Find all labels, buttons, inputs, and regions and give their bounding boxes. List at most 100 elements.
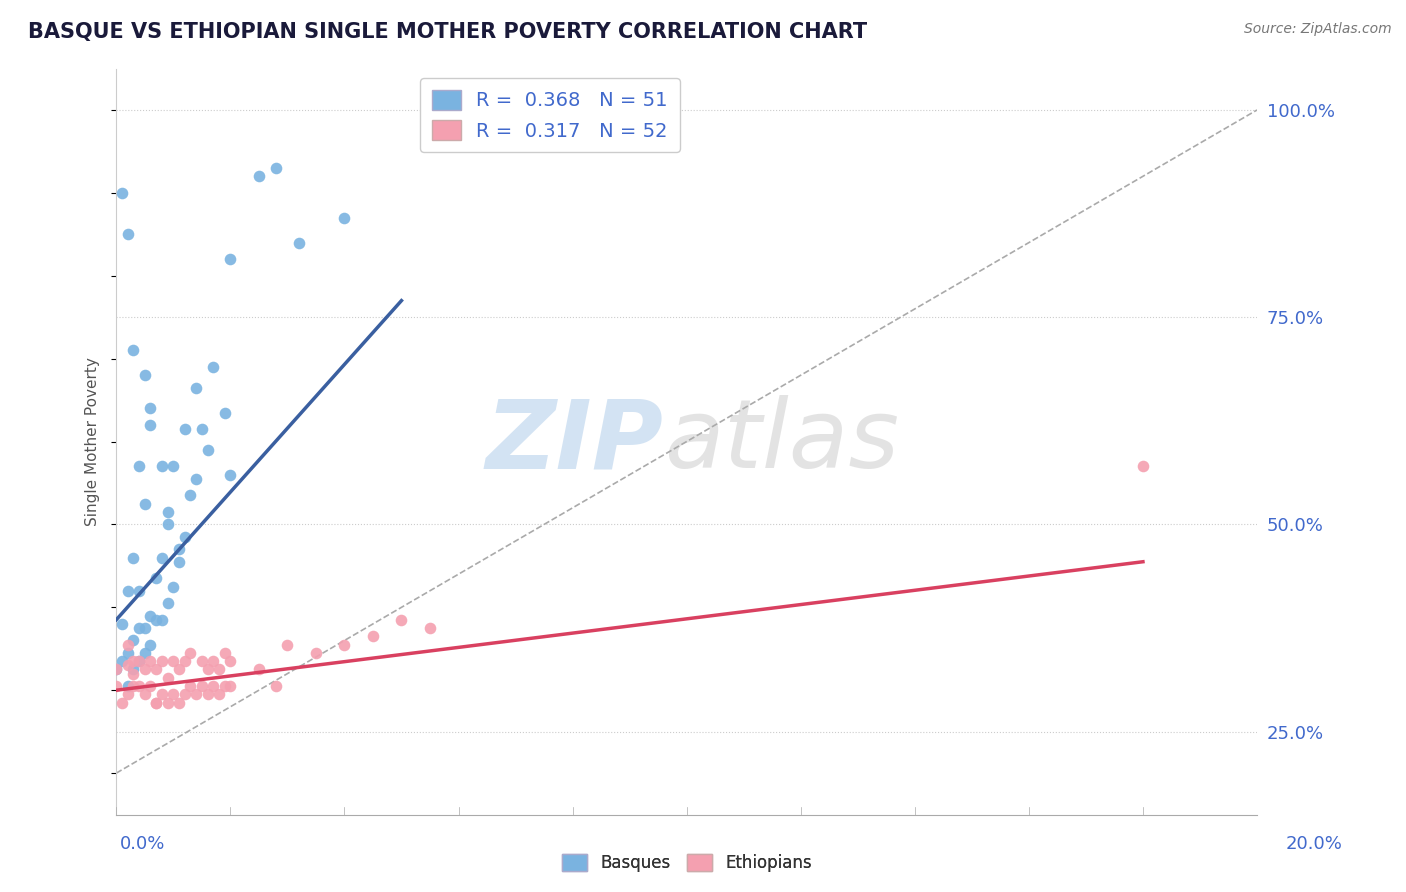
Point	[156, 696, 179, 710]
Point	[156, 596, 179, 610]
Point	[202, 359, 225, 374]
Point	[117, 638, 139, 652]
Point	[117, 646, 139, 660]
Point	[139, 417, 162, 432]
Point	[156, 505, 179, 519]
Point	[156, 671, 179, 685]
Legend: Basques, Ethiopians: Basques, Ethiopians	[553, 846, 820, 880]
Point	[173, 654, 195, 668]
Text: ZIP: ZIP	[486, 395, 664, 488]
Point	[247, 663, 270, 677]
Point	[162, 580, 184, 594]
Y-axis label: Single Mother Poverty: Single Mother Poverty	[86, 357, 100, 526]
Point	[214, 679, 236, 693]
Point	[105, 663, 128, 677]
Point	[117, 583, 139, 598]
Point	[150, 459, 173, 474]
Point	[162, 687, 184, 701]
Point	[305, 646, 328, 660]
Point	[128, 583, 150, 598]
Point	[128, 654, 150, 668]
Point	[117, 658, 139, 673]
Point	[122, 679, 145, 693]
Point	[134, 621, 156, 635]
Point	[333, 638, 356, 652]
Point	[111, 696, 134, 710]
Point	[276, 638, 298, 652]
Point	[288, 235, 311, 250]
Point	[122, 666, 145, 681]
Point	[361, 629, 384, 643]
Point	[122, 663, 145, 677]
Point	[167, 542, 190, 557]
Point	[150, 687, 173, 701]
Point	[197, 687, 219, 701]
Point	[105, 663, 128, 677]
Point	[145, 696, 167, 710]
Point	[184, 687, 207, 701]
Point	[122, 633, 145, 648]
Point	[145, 663, 167, 677]
Point	[419, 621, 441, 635]
Point	[184, 381, 207, 395]
Point	[167, 696, 190, 710]
Point	[139, 401, 162, 416]
Point	[117, 687, 139, 701]
Point	[179, 646, 201, 660]
Point	[333, 211, 356, 225]
Point	[139, 679, 162, 693]
Point	[139, 638, 162, 652]
Point	[128, 654, 150, 668]
Point	[167, 555, 190, 569]
Point	[219, 654, 242, 668]
Point	[134, 687, 156, 701]
Point	[105, 679, 128, 693]
Point	[173, 687, 195, 701]
Text: Source: ZipAtlas.com: Source: ZipAtlas.com	[1244, 22, 1392, 37]
Point	[111, 654, 134, 668]
Point	[128, 459, 150, 474]
Point	[139, 654, 162, 668]
Point	[214, 405, 236, 419]
Point	[134, 368, 156, 383]
Point	[117, 227, 139, 242]
Point	[139, 608, 162, 623]
Point	[219, 679, 242, 693]
Point	[202, 654, 225, 668]
Point	[179, 679, 201, 693]
Text: 20.0%: 20.0%	[1286, 835, 1343, 853]
Point	[122, 343, 145, 358]
Point	[128, 679, 150, 693]
Point	[150, 550, 173, 565]
Text: 0.0%: 0.0%	[120, 835, 165, 853]
Point	[117, 679, 139, 693]
Point	[219, 252, 242, 267]
Point	[214, 646, 236, 660]
Point	[208, 663, 231, 677]
Point	[197, 663, 219, 677]
Point	[191, 422, 214, 436]
Point	[145, 571, 167, 585]
Point	[391, 613, 413, 627]
Point	[1132, 459, 1154, 474]
Text: BASQUE VS ETHIOPIAN SINGLE MOTHER POVERTY CORRELATION CHART: BASQUE VS ETHIOPIAN SINGLE MOTHER POVERT…	[28, 22, 868, 42]
Point	[197, 442, 219, 457]
Point	[264, 161, 287, 175]
Point	[122, 654, 145, 668]
Point	[247, 169, 270, 184]
Point	[134, 663, 156, 677]
Point	[191, 654, 214, 668]
Point	[173, 530, 195, 544]
Point	[202, 679, 225, 693]
Point	[150, 613, 173, 627]
Point	[111, 616, 134, 631]
Point	[264, 679, 287, 693]
Point	[219, 467, 242, 482]
Point	[167, 663, 190, 677]
Point	[145, 696, 167, 710]
Point	[173, 422, 195, 436]
Point	[111, 186, 134, 200]
Point	[191, 679, 214, 693]
Point	[134, 497, 156, 511]
Point	[162, 654, 184, 668]
